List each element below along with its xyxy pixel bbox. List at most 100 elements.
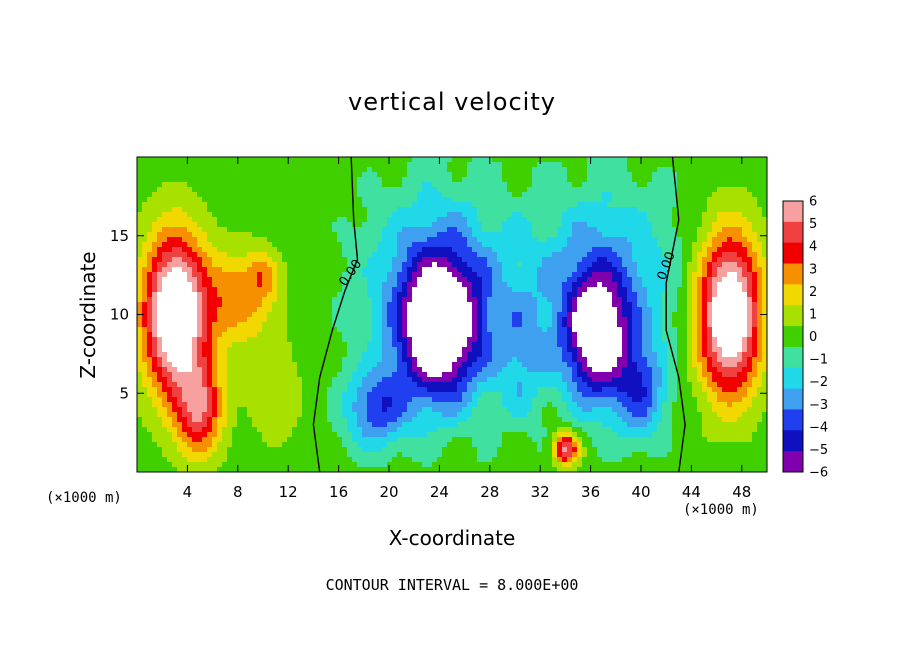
field-cell [747,287,753,293]
field-cell [707,307,713,313]
field-cell [567,302,573,308]
field-cell [182,247,188,253]
field-cell [187,252,193,258]
field-cell [437,187,443,193]
field-cell [622,197,628,203]
field-cell [582,317,588,323]
field-cell [472,182,478,188]
field-cell [707,192,713,198]
field-cell [512,172,518,178]
field-cell [157,237,163,243]
field-cell [467,282,473,288]
field-cell [502,277,508,283]
field-cell [257,292,263,298]
field-cell [762,187,767,193]
field-cell [602,202,608,208]
field-cell [382,177,388,183]
field-cell [367,292,373,298]
field-cell [287,317,293,323]
field-cell [332,157,338,163]
field-cell [702,342,708,348]
field-cell [552,342,558,348]
field-cell [712,197,718,203]
field-cell [597,302,603,308]
field-cell [702,167,708,173]
field-cell [247,337,253,343]
field-cell [477,282,483,288]
field-cell [537,197,543,203]
field-cell [762,212,767,218]
field-cell [177,282,183,288]
field-cell [532,192,538,198]
field-cell [477,322,483,328]
field-cell [227,212,233,218]
field-cell [637,192,643,198]
field-cell [552,307,558,313]
field-cell [257,217,263,223]
field-cell [432,347,438,353]
field-cell [707,317,713,323]
field-cell [612,317,618,323]
field-cell [487,297,493,303]
field-cell [537,167,543,173]
field-cell [657,287,663,293]
field-cell [242,227,248,233]
field-cell [532,322,538,328]
field-cell [472,342,478,348]
field-cell [527,297,533,303]
field-cell [202,257,208,263]
field-cell [417,277,423,283]
field-cell [692,237,698,243]
field-cell [352,187,358,193]
field-cell [287,307,293,313]
field-cell [577,347,583,353]
field-cell [287,247,293,253]
field-cell [352,292,358,298]
field-cell [717,317,723,323]
field-cell [507,282,513,288]
field-cell [202,242,208,248]
field-cell [317,207,323,213]
field-cell [397,257,403,263]
field-cell [232,312,238,318]
field-cell [502,197,508,203]
field-cell [242,197,248,203]
field-cell [282,277,288,283]
field-cell [542,172,548,178]
field-cell [512,292,518,298]
field-cell [327,157,333,163]
field-cell [247,177,253,183]
field-cell [437,347,443,353]
field-cell [402,322,408,328]
field-cell [697,247,703,253]
field-cell [562,342,568,348]
field-cell [257,287,263,293]
field-cell [342,267,348,273]
field-cell [392,292,398,298]
field-cell [557,327,563,333]
field-cell [142,222,148,228]
field-cell [697,167,703,173]
field-cell [412,297,418,303]
field-cell [207,232,213,238]
field-cell [142,157,148,163]
field-cell [217,347,223,353]
field-cell [547,217,553,223]
field-cell [482,302,488,308]
field-cell [362,237,368,243]
field-cell [317,332,323,338]
field-cell [337,162,343,168]
field-cell [432,312,438,318]
field-cell [432,187,438,193]
field-cell [402,327,408,333]
field-cell [557,257,563,263]
field-cell [567,312,573,318]
field-cell [287,292,293,298]
field-cell [617,172,623,178]
field-cell [682,337,688,343]
field-cell [447,307,453,313]
field-cell [482,312,488,318]
field-cell [467,247,473,253]
field-cell [437,192,443,198]
field-cell [282,327,288,333]
